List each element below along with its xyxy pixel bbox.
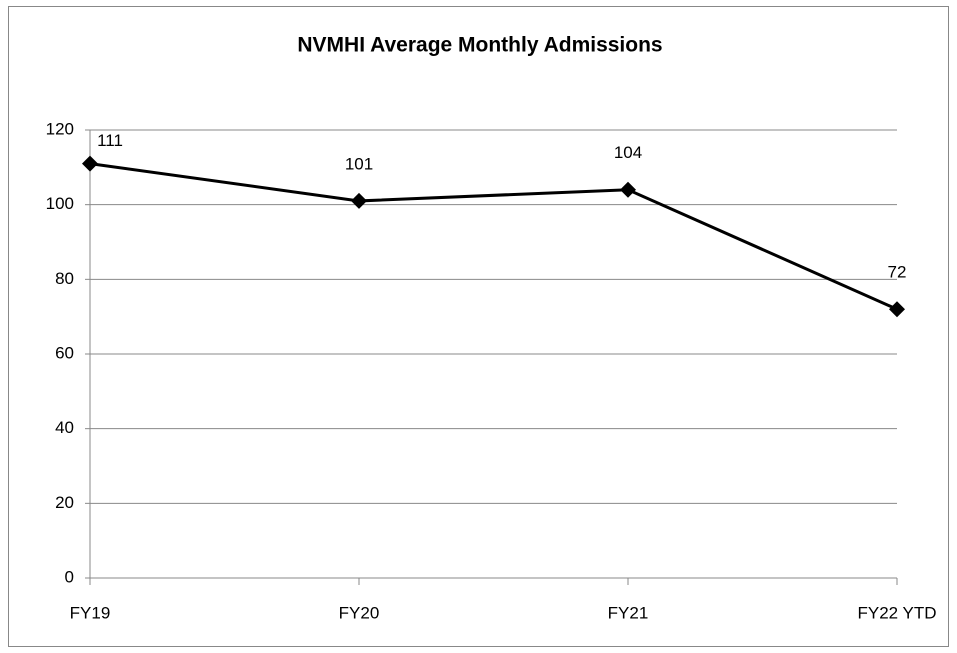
x-tick-label: FY20 bbox=[339, 603, 380, 622]
x-tick-label: FY19 bbox=[70, 603, 111, 622]
x-tick-label: FY22 YTD bbox=[857, 603, 936, 622]
data-line bbox=[89, 162, 898, 311]
chart-title: NVMHI Average Monthly Admissions bbox=[297, 34, 662, 57]
data-label: 111 bbox=[97, 131, 123, 150]
y-tick-label: 40 bbox=[55, 418, 74, 437]
data-point bbox=[82, 155, 98, 172]
data-label: 101 bbox=[345, 154, 373, 173]
data-point bbox=[351, 192, 367, 209]
data-label: 104 bbox=[614, 143, 642, 162]
y-tick-label: 120 bbox=[46, 119, 74, 138]
y-tick-label: 0 bbox=[65, 567, 74, 586]
data-label: 72 bbox=[888, 263, 907, 282]
y-tick-label: 80 bbox=[55, 269, 74, 288]
chart-border bbox=[8, 6, 949, 647]
y-tick-label: 60 bbox=[55, 343, 74, 362]
data-point bbox=[889, 301, 905, 318]
x-tick-label: FY21 bbox=[608, 603, 649, 622]
data-point bbox=[620, 181, 636, 198]
y-tick-label: 100 bbox=[46, 194, 74, 213]
y-tick-label: 20 bbox=[55, 493, 74, 512]
